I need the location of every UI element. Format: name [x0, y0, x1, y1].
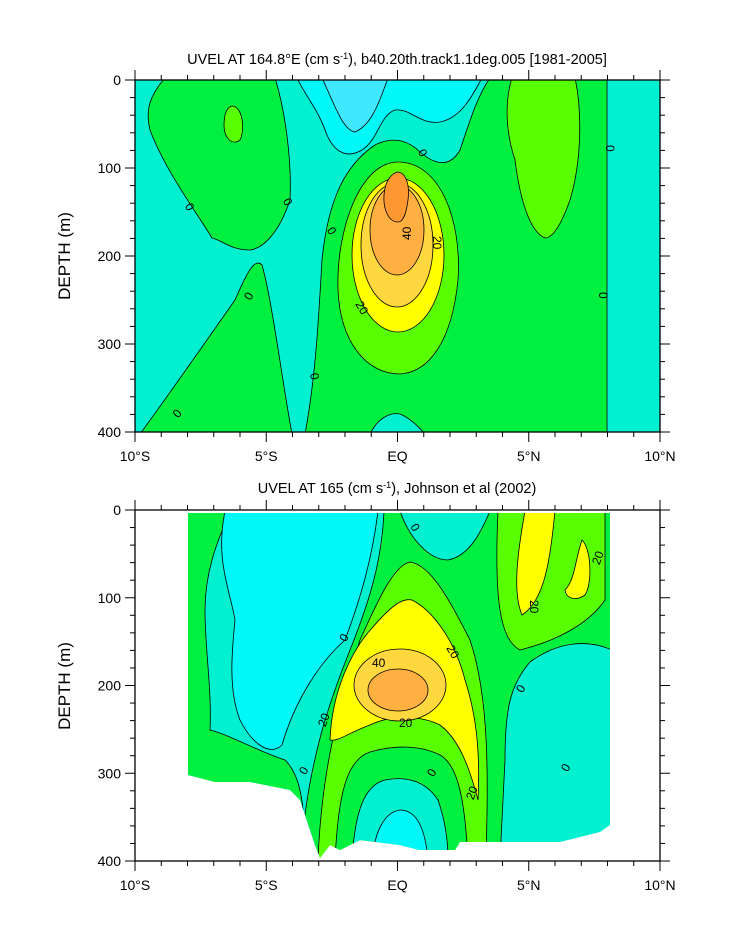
x-tick-label: 10°N: [644, 877, 675, 893]
region-20-30-right-top: [516, 513, 556, 616]
panel-bottom: UVEL AT 165 (cm s-1), Johnson et al (200…: [55, 480, 676, 893]
axes-bottom: 10°S 5°S EQ 5°N 10°N 0 100 200 300 400: [98, 500, 676, 893]
y-tick-label: 0: [113, 502, 121, 518]
contour-label: 20: [430, 236, 444, 250]
y-tick-label: 400: [98, 424, 122, 440]
region-neg10-0-bottom: [370, 413, 424, 432]
region-0-10-lower-left: [140, 262, 293, 432]
contour-label: 20: [352, 299, 371, 318]
contour-label: 20: [463, 784, 481, 802]
contour-label: 0: [603, 145, 617, 152]
region-20-30-right-blob: [564, 539, 591, 600]
x-tick-label: 5°S: [255, 448, 278, 464]
contour-label: 0: [596, 292, 610, 299]
y-axis-label-bottom: DEPTH (m): [55, 642, 74, 730]
y-tick-label: 100: [98, 590, 122, 606]
region-gt-50: [383, 171, 409, 223]
x-tick-label: EQ: [387, 448, 407, 464]
x-tick-label: 10°S: [120, 877, 151, 893]
y-tick-label: 300: [98, 765, 122, 781]
y-tick-label: 300: [98, 336, 122, 352]
region-0-10-left-strip: [188, 513, 306, 858]
contour-labels-top: 0 0 0 0 0 0 0 0 0 40 20 20: [170, 145, 617, 420]
region-10-20-left: [223, 105, 244, 143]
region-10-20-right: [506, 80, 581, 239]
contour-label: 20: [443, 643, 462, 662]
x-tick-label: 10°N: [644, 448, 675, 464]
y-tick-label: 100: [98, 160, 122, 176]
contour-label: 20: [315, 711, 333, 729]
contour-fill-bottom: [188, 513, 610, 858]
contour-label: 20: [589, 549, 607, 567]
contour-label: 40: [372, 656, 386, 670]
y-tick-label: 400: [98, 853, 122, 869]
y-tick-label: 200: [98, 678, 122, 694]
contour-label: 20: [527, 600, 541, 614]
y-tick-label: 200: [98, 248, 122, 264]
x-tick-label: 5°N: [517, 448, 541, 464]
contour-label: 40: [400, 226, 414, 240]
y-axis-label-top: DEPTH (m): [55, 212, 74, 300]
contour-label: 0: [307, 372, 322, 381]
title-top: UVEL AT 164.8°E (cm s-1), b40.20th.track…: [187, 51, 607, 68]
x-tick-label: 10°S: [120, 448, 151, 464]
contour-label: 20: [399, 716, 413, 730]
region-0-10-left: [147, 80, 291, 251]
x-tick-label: 5°S: [255, 877, 278, 893]
region-40-50: [367, 668, 429, 712]
y-tick-label: 0: [113, 72, 121, 88]
contour-fill-top: [135, 80, 660, 432]
title-bottom: UVEL AT 165 (cm s-1), Johnson et al (200…: [258, 480, 537, 497]
region-neg20-neg10-left: [221, 513, 379, 750]
x-tick-label: 5°N: [517, 877, 541, 893]
region-lt-neg20: [322, 80, 388, 133]
x-tick-label: EQ: [387, 877, 407, 893]
panel-top: UVEL AT 164.8°E (cm s-1), b40.20th.track…: [55, 51, 676, 464]
